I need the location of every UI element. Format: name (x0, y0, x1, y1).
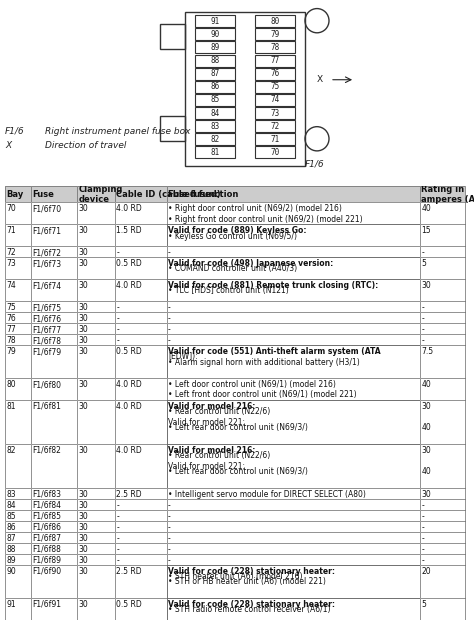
Bar (420, 345, 465, 378)
Text: • STH or HB heater unit (A6) (model 221): • STH or HB heater unit (A6) (model 221) (168, 577, 326, 587)
Text: 30: 30 (79, 314, 89, 323)
Bar (30, 345, 77, 378)
Bar (30, 312, 77, 324)
Bar (115, 334, 167, 345)
Text: • Right door control unit (N69/2) (model 216)
• Right front door control unit (N: • Right door control unit (N69/2) (model… (168, 204, 363, 224)
Bar (5, 301, 30, 312)
Bar (420, 280, 465, 301)
Bar (30, 203, 77, 224)
Bar (195, 68, 235, 80)
Bar (167, 510, 420, 521)
Bar (30, 488, 77, 499)
Text: 89: 89 (6, 556, 16, 565)
Bar (167, 203, 420, 224)
Bar (77, 598, 115, 620)
Bar (30, 499, 77, 510)
Bar (77, 598, 115, 620)
Text: 70: 70 (270, 148, 280, 157)
Text: Right instrument panel fuse box: Right instrument panel fuse box (45, 126, 191, 136)
Bar (115, 554, 167, 565)
Text: 76: 76 (6, 314, 16, 323)
Text: • Alarm signal horn with additional battery (H3/1): • Alarm signal horn with additional batt… (168, 358, 360, 366)
Bar (255, 81, 295, 93)
Bar (77, 378, 115, 401)
Bar (195, 55, 235, 66)
Text: 30: 30 (79, 534, 89, 543)
Text: -: - (168, 303, 171, 312)
Bar (167, 301, 420, 312)
Bar (167, 401, 420, 444)
Bar (115, 246, 167, 257)
Text: -: - (421, 303, 424, 312)
Text: 70: 70 (6, 204, 16, 213)
Text: 5: 5 (421, 259, 426, 268)
Text: • Rear control unit (N22/6): • Rear control unit (N22/6) (168, 407, 270, 416)
Bar (255, 15, 295, 27)
Bar (115, 280, 167, 301)
Bar (77, 565, 115, 598)
Text: • STH heater unit (A6) (model 216): • STH heater unit (A6) (model 216) (168, 572, 302, 581)
Text: [EDW]):: [EDW]): (168, 352, 198, 361)
Bar (77, 543, 115, 554)
Bar (255, 107, 295, 119)
Bar (160, 116, 185, 141)
Bar (30, 257, 77, 280)
Bar (115, 312, 167, 324)
Bar (77, 224, 115, 246)
Bar (77, 378, 115, 401)
Text: -: - (117, 556, 119, 565)
Text: 84: 84 (210, 108, 219, 118)
Text: -: - (421, 512, 424, 521)
Text: F1/6f75: F1/6f75 (32, 303, 61, 312)
Bar (115, 532, 167, 543)
Bar (30, 565, 77, 598)
Bar (77, 301, 115, 312)
Bar (167, 488, 420, 499)
Text: • Left rear door control unit (N69/3/): • Left rear door control unit (N69/3/) (168, 467, 308, 476)
Bar (115, 532, 167, 543)
Bar (115, 598, 167, 620)
Bar (5, 312, 30, 324)
Bar (167, 499, 420, 510)
Bar (420, 345, 465, 378)
Bar (5, 565, 30, 598)
Bar (255, 29, 295, 40)
Bar (115, 554, 167, 565)
Bar (5, 334, 30, 345)
Bar (77, 280, 115, 301)
Bar (115, 246, 167, 257)
Bar (30, 186, 77, 203)
Bar (167, 444, 420, 488)
Text: 91: 91 (210, 17, 219, 25)
Bar (255, 68, 295, 80)
Bar (115, 510, 167, 521)
Bar (420, 378, 465, 401)
Bar (420, 510, 465, 521)
Bar (420, 565, 465, 598)
Bar (30, 565, 77, 598)
Text: 30: 30 (79, 490, 89, 499)
Text: Fused function: Fused function (168, 190, 238, 199)
Text: 40: 40 (421, 204, 431, 213)
Bar (115, 312, 167, 324)
Text: 40: 40 (421, 380, 431, 389)
Bar (5, 203, 30, 224)
Bar (77, 532, 115, 543)
Bar (30, 554, 77, 565)
Bar (5, 334, 30, 345)
Text: -: - (168, 501, 171, 510)
Bar (77, 488, 115, 499)
Text: -: - (117, 303, 119, 312)
Text: Fuse: Fuse (32, 190, 54, 199)
Bar (420, 312, 465, 324)
Bar (420, 334, 465, 345)
Bar (420, 598, 465, 620)
Bar (77, 246, 115, 257)
Bar (5, 246, 30, 257)
Bar (77, 257, 115, 280)
Text: 81: 81 (6, 402, 16, 411)
Bar (255, 42, 295, 53)
Bar (115, 401, 167, 444)
Bar (77, 334, 115, 345)
Bar (167, 312, 420, 324)
